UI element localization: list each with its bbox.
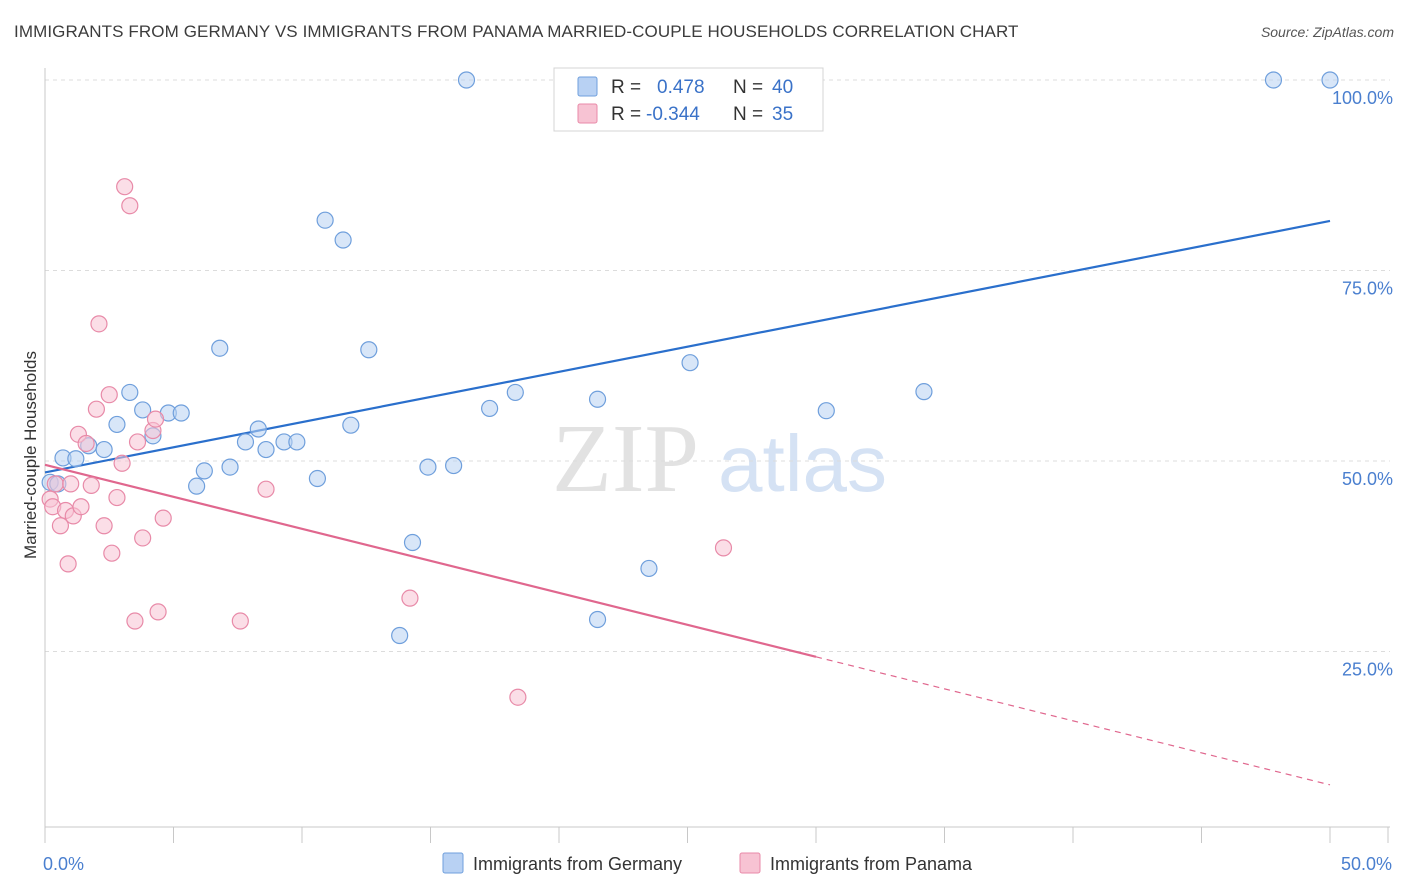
germany-point — [95, 440, 113, 459]
data-points — [41, 71, 1339, 706]
germany-point — [67, 450, 85, 468]
bottom-legend-panama: Immigrants from Panama — [770, 854, 973, 874]
germany-point — [195, 462, 213, 480]
panama-point — [90, 315, 108, 333]
panama-point — [257, 480, 275, 498]
germany-point — [121, 383, 139, 402]
bottom-legend-swatch-panama — [739, 852, 761, 874]
panama-point — [59, 555, 77, 573]
panama-point — [401, 589, 419, 607]
y-axis-label: Married-couple Households — [21, 351, 40, 559]
germany-point — [342, 416, 360, 434]
germany-point — [588, 610, 607, 629]
panama-point — [72, 498, 90, 516]
germany-point — [236, 433, 255, 451]
legend-panama-r-value: -0.344 — [646, 104, 700, 125]
panama-point — [509, 688, 527, 706]
germany-point — [1321, 71, 1339, 89]
germany-point — [334, 231, 352, 249]
legend-germany-r-label: R = — [611, 77, 641, 98]
panama-point — [100, 386, 118, 404]
panama-point — [128, 433, 147, 451]
panama-trend-line-extension — [815, 656, 1331, 786]
germany-point — [211, 339, 229, 357]
germany-point — [445, 456, 463, 475]
legend-swatch-panama — [577, 103, 598, 124]
panama-point — [87, 400, 106, 418]
germany-point — [172, 404, 190, 422]
panama-point — [46, 475, 64, 493]
stats-legend-box — [553, 67, 824, 132]
germany-point — [288, 433, 306, 451]
germany-point — [817, 402, 835, 420]
panama-point — [95, 517, 113, 535]
panama-point — [77, 434, 95, 453]
germany-point — [588, 390, 607, 408]
panama-point — [126, 612, 144, 630]
watermark-atlas: atlas — [718, 419, 887, 508]
legend-swatch-germany — [577, 76, 598, 97]
legend-panama-r-label: R = — [611, 104, 641, 125]
panama-point — [121, 197, 139, 215]
y-tick-labels: 25.0% 50.0% 75.0% 100.0% — [1332, 88, 1393, 680]
germany-point — [188, 477, 206, 495]
watermark: ZIP atlas — [552, 405, 887, 513]
gridlines — [45, 79, 1390, 652]
y-tick-label-50: 50.0% — [1342, 469, 1393, 489]
germany-point — [249, 420, 267, 438]
legend-germany-n-value: 40 — [772, 77, 793, 98]
panama-point — [51, 517, 70, 535]
bottom-legend-germany: Immigrants from Germany — [473, 854, 682, 874]
y-tick-label-100: 100.0% — [1332, 88, 1393, 108]
source-attribution: Source: ZipAtlas.com — [1260, 24, 1394, 40]
germany-point — [403, 533, 422, 552]
stats-legend: R = 0.478 N = 40 R = -0.344 N = 35 — [553, 67, 824, 132]
panama-point — [82, 476, 100, 494]
germany-point — [419, 458, 437, 476]
panama-point — [146, 410, 165, 428]
y-tick-label-75: 75.0% — [1342, 279, 1393, 299]
germany-point — [316, 211, 334, 229]
x-tick-marks — [44, 827, 1389, 843]
legend-germany-n-label: N = — [733, 77, 763, 98]
germany-point — [360, 341, 378, 359]
panama-trend-line — [44, 463, 817, 658]
germany-point — [640, 559, 658, 578]
legend-panama-n-label: N = — [733, 104, 763, 125]
watermark-zip: ZIP — [552, 405, 699, 513]
panama-point — [108, 488, 126, 507]
axes — [44, 68, 1390, 828]
germany-point — [915, 383, 933, 401]
germany-point — [457, 71, 476, 89]
germany-point — [257, 440, 275, 459]
germany-point — [391, 626, 409, 645]
panama-point — [714, 539, 733, 557]
panama-point — [231, 612, 249, 630]
legend-panama-n-value: 35 — [772, 104, 793, 125]
x-tick-label-max: 50.0% — [1341, 854, 1392, 874]
panama-point — [116, 178, 134, 196]
germany-point — [108, 415, 126, 434]
germany-point — [481, 399, 499, 418]
legend-germany-r-value: 0.478 — [657, 77, 705, 98]
series-legend: Immigrants from Germany Immigrants from … — [442, 852, 973, 874]
y-tick-label-25: 25.0% — [1342, 660, 1393, 680]
panama-point — [113, 454, 131, 472]
bottom-legend-swatch-germany — [442, 852, 464, 874]
panama-point — [154, 509, 172, 527]
panama-point — [149, 603, 167, 621]
germany-point — [221, 458, 239, 476]
chart-title: IMMIGRANTS FROM GERMANY VS IMMIGRANTS FR… — [14, 22, 1019, 41]
germany-point — [308, 469, 327, 488]
germany-point — [506, 383, 524, 402]
panama-point — [103, 544, 121, 562]
germany-point — [681, 354, 699, 372]
panama-point — [62, 475, 80, 493]
germany-point — [1264, 71, 1283, 89]
x-tick-label-min: 0.0% — [43, 854, 84, 874]
panama-point — [134, 529, 152, 547]
germany-point — [134, 401, 152, 419]
